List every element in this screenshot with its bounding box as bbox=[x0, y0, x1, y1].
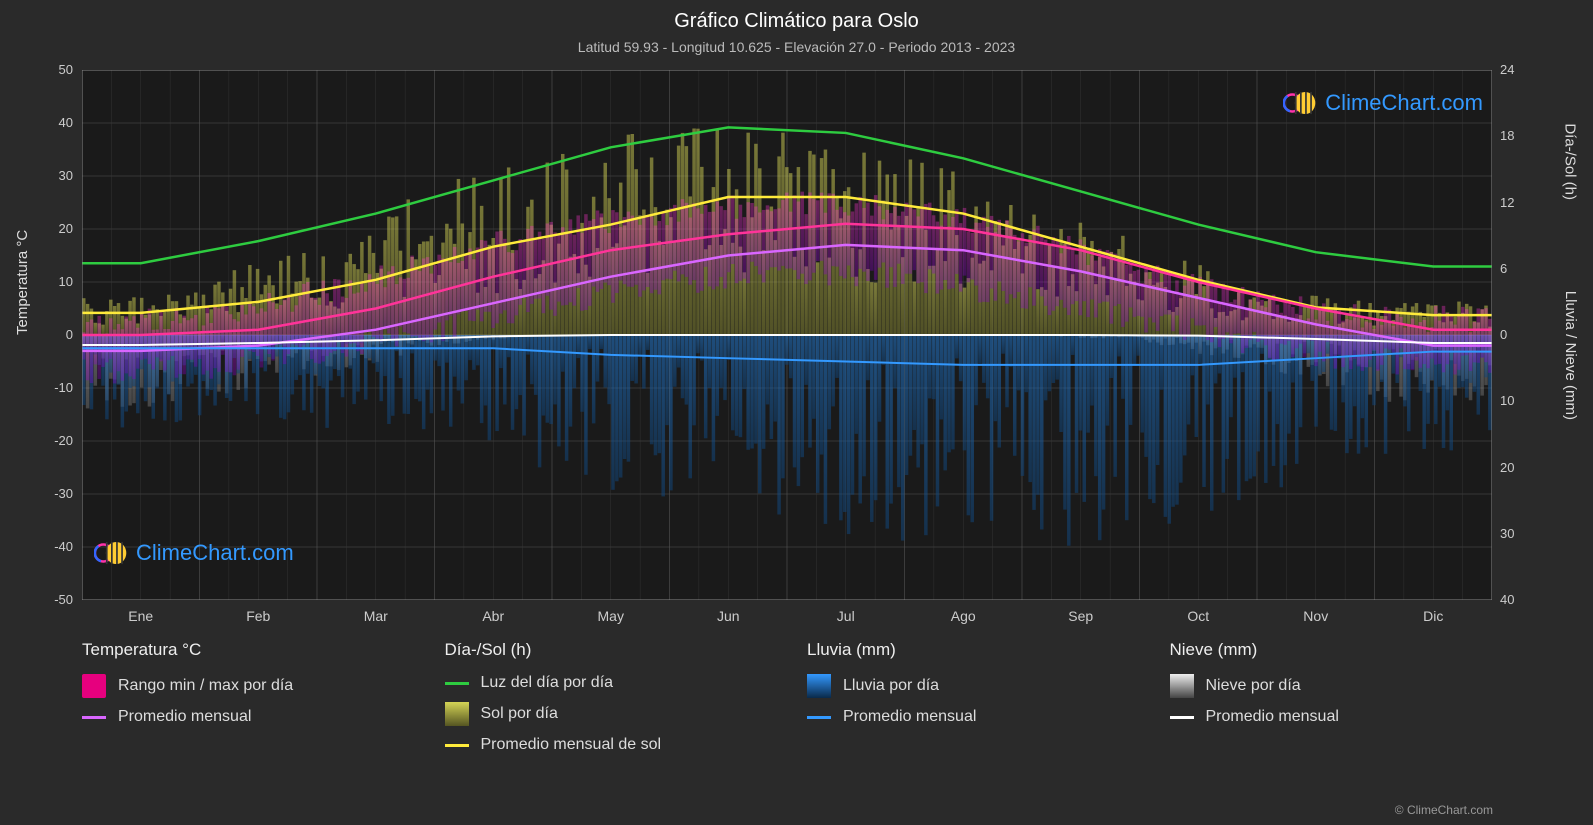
legend-label: Promedio mensual de sol bbox=[481, 736, 662, 754]
legend-swatch bbox=[82, 716, 106, 719]
chart-subtitle: Latitud 59.93 - Longitud 10.625 - Elevac… bbox=[0, 33, 1593, 55]
x-tick-month: Sep bbox=[1051, 608, 1111, 624]
legend-item: Rango min / max por día bbox=[82, 674, 405, 698]
brand-text: ClimeChart.com bbox=[136, 540, 294, 566]
y-right-tick-mm: 30 bbox=[1500, 526, 1540, 541]
legend-item: Luz del día por día bbox=[445, 674, 768, 692]
x-tick-month: Ago bbox=[933, 608, 993, 624]
y-right-tick-hours: 18 bbox=[1500, 128, 1540, 143]
y-left-tick: -50 bbox=[33, 592, 73, 607]
x-tick-month: Ene bbox=[111, 608, 171, 624]
legend-swatch bbox=[807, 716, 831, 719]
x-tick-month: Feb bbox=[228, 608, 288, 624]
y-right-tick-hours: 12 bbox=[1500, 195, 1540, 210]
brand-text: ClimeChart.com bbox=[1325, 90, 1483, 116]
y-left-tick: 40 bbox=[33, 115, 73, 130]
y-left-tick: -30 bbox=[33, 486, 73, 501]
legend-label: Promedio mensual bbox=[843, 708, 976, 726]
y-axis-right-label-top: Día-/Sol (h) bbox=[1562, 123, 1579, 200]
legend-swatch bbox=[445, 744, 469, 747]
x-tick-month: Jul bbox=[816, 608, 876, 624]
legend-label: Sol por día bbox=[481, 705, 558, 723]
chart-title: Gráfico Climático para Oslo bbox=[0, 0, 1593, 33]
legend-item: Promedio mensual bbox=[807, 708, 1130, 726]
y-axis-right-label-bottom: Lluvia / Nieve (mm) bbox=[1562, 291, 1579, 420]
y-right-tick-hours: 0 bbox=[1500, 327, 1540, 342]
legend-item: Promedio mensual bbox=[82, 708, 405, 726]
legend-label: Promedio mensual bbox=[118, 708, 251, 726]
y-right-tick-mm: 40 bbox=[1500, 592, 1540, 607]
legend-label: Rango min / max por día bbox=[118, 677, 293, 695]
climate-chart bbox=[82, 70, 1492, 600]
x-tick-month: Mar bbox=[346, 608, 406, 624]
legend-title: Nieve (mm) bbox=[1170, 640, 1493, 660]
legend-item: Nieve por día bbox=[1170, 674, 1493, 698]
legend-item: Promedio mensual de sol bbox=[445, 736, 768, 754]
y-left-tick: 50 bbox=[33, 62, 73, 77]
legend-column: Temperatura °C Rango min / max por día Pro… bbox=[82, 640, 405, 764]
y-left-tick: 20 bbox=[33, 221, 73, 236]
brand-logo-bottom: ClimeChart.com bbox=[94, 538, 294, 568]
legend-label: Lluvia por día bbox=[843, 677, 939, 695]
y-left-tick: 10 bbox=[33, 274, 73, 289]
x-tick-month: Dic bbox=[1403, 608, 1463, 624]
legend-title: Día-/Sol (h) bbox=[445, 640, 768, 660]
legend-label: Luz del día por día bbox=[481, 674, 614, 692]
y-right-tick-mm: 10 bbox=[1500, 393, 1540, 408]
legend-label: Nieve por día bbox=[1206, 677, 1301, 695]
x-tick-month: Abr bbox=[463, 608, 523, 624]
legend-swatch bbox=[445, 702, 469, 726]
legend-column: Nieve (mm) Nieve por día Promedio mensual bbox=[1170, 640, 1493, 764]
y-axis-left-label: Temperatura °C bbox=[14, 230, 31, 335]
y-left-tick: -40 bbox=[33, 539, 73, 554]
x-tick-month: Oct bbox=[1168, 608, 1228, 624]
y-right-tick-mm: 20 bbox=[1500, 460, 1540, 475]
y-left-tick: -10 bbox=[33, 380, 73, 395]
legend-item: Promedio mensual bbox=[1170, 708, 1493, 726]
y-left-tick: -20 bbox=[33, 433, 73, 448]
x-tick-month: May bbox=[581, 608, 641, 624]
legend-title: Lluvia (mm) bbox=[807, 640, 1130, 660]
legend: Temperatura °C Rango min / max por día Pro… bbox=[82, 640, 1492, 764]
legend-swatch bbox=[807, 674, 831, 698]
y-right-tick-hours: 6 bbox=[1500, 261, 1540, 276]
y-right-tick-hours: 24 bbox=[1500, 62, 1540, 77]
legend-swatch bbox=[445, 682, 469, 685]
legend-label: Promedio mensual bbox=[1206, 708, 1339, 726]
legend-title: Temperatura °C bbox=[82, 640, 405, 660]
legend-column: Día-/Sol (h) Luz del día por día Sol por d… bbox=[445, 640, 768, 764]
legend-swatch bbox=[82, 674, 106, 698]
brand-logo-top: ClimeChart.com bbox=[1283, 88, 1483, 118]
legend-swatch bbox=[1170, 716, 1194, 719]
legend-item: Sol por día bbox=[445, 702, 768, 726]
x-tick-month: Jun bbox=[698, 608, 758, 624]
legend-item: Lluvia por día bbox=[807, 674, 1130, 698]
legend-swatch bbox=[1170, 674, 1194, 698]
y-left-tick: 0 bbox=[33, 327, 73, 342]
y-left-tick: 30 bbox=[33, 168, 73, 183]
copyright: © ClimeChart.com bbox=[1395, 803, 1493, 817]
legend-column: Lluvia (mm) Lluvia por día Promedio mensua… bbox=[807, 640, 1130, 764]
x-tick-month: Nov bbox=[1286, 608, 1346, 624]
